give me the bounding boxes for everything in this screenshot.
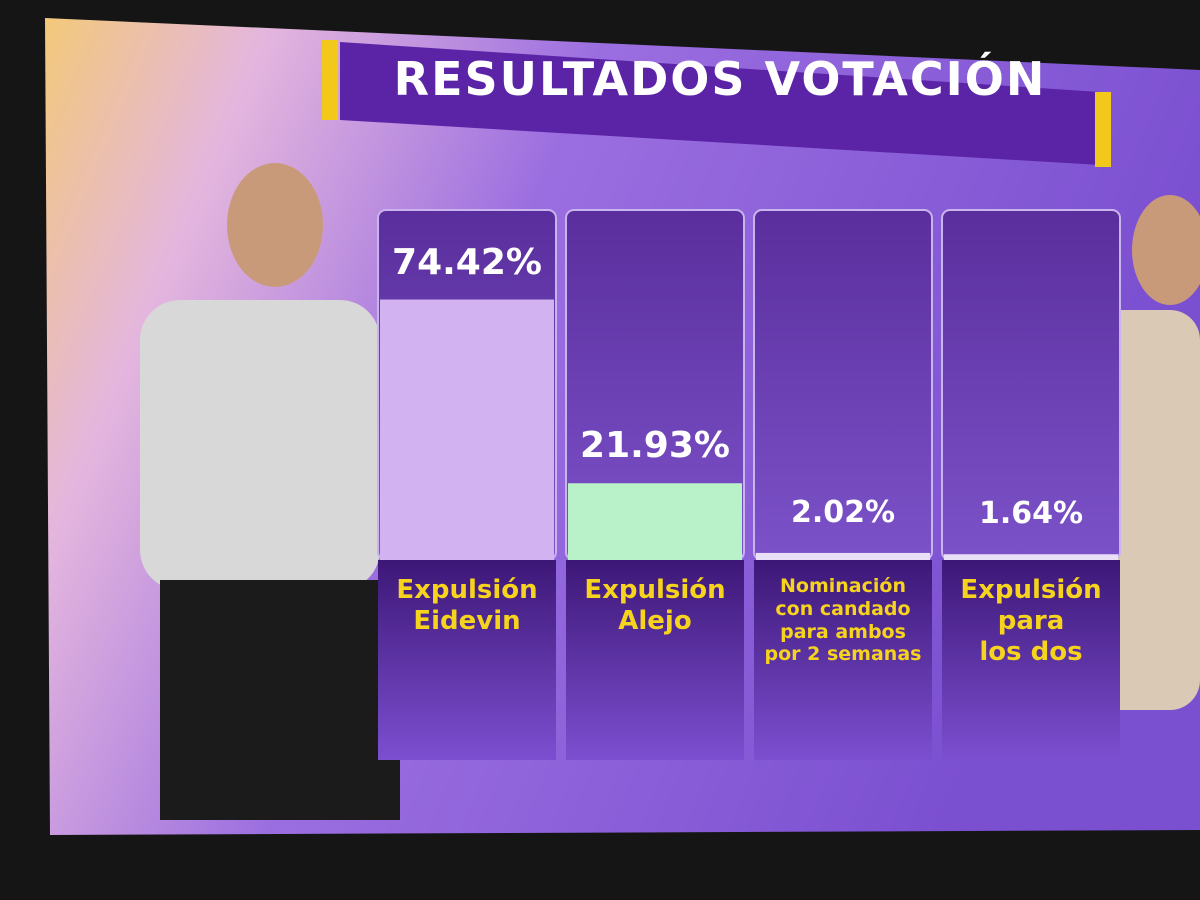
label-box	[566, 560, 744, 760]
category-label: Expulsión Eidevin	[396, 575, 538, 637]
value-label: 1.64%	[978, 496, 1084, 532]
chart-title: RESULTADOS VOTACIÓN	[393, 52, 1047, 106]
value-label: 2.02%	[790, 494, 896, 530]
bar	[756, 552, 930, 560]
bar	[944, 554, 1118, 560]
label-box	[754, 560, 932, 760]
title-banner	[340, 42, 1100, 165]
label-box	[378, 560, 556, 760]
banner-accent	[1095, 92, 1111, 167]
bar	[568, 483, 742, 560]
person-left	[140, 163, 400, 820]
category-label: Nominación con candado para ambos por 2 …	[764, 575, 922, 666]
banner-accent	[322, 40, 338, 120]
bar	[380, 299, 554, 560]
label-box	[942, 560, 1120, 760]
value-label: 21.93%	[580, 425, 730, 467]
category-label: Expulsión para los dos	[960, 575, 1102, 668]
value-label: 74.42%	[392, 241, 542, 283]
category-label: Expulsión Alejo	[584, 575, 726, 637]
